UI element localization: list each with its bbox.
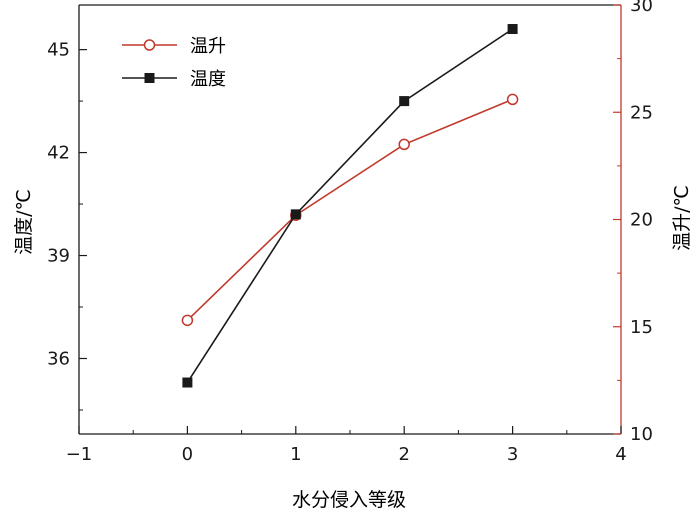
- legend-marker-circle: [143, 39, 156, 51]
- series-line-temperature: [186, 28, 514, 383]
- series-line-temp-rise: [186, 98, 513, 321]
- x-tick-label: −1: [66, 444, 93, 465]
- y-left-tick-label: 39: [47, 246, 70, 267]
- y-right-tick-label: 15: [630, 317, 653, 338]
- data-point-circle: [506, 93, 519, 106]
- y-right-tick-label: 30: [630, 0, 653, 16]
- y-right-tick-label: 10: [630, 424, 653, 445]
- x-tick-label: 1: [290, 444, 301, 465]
- data-point-square: [182, 377, 193, 388]
- x-tick-label: 2: [398, 444, 409, 465]
- y-left-tick-label: 42: [47, 143, 70, 164]
- y-axis-right-label: 温升/℃: [671, 185, 693, 251]
- axes-group: −1 0 1 2 3 4 36 39 42 45 10 15 20 25 30: [47, 0, 653, 465]
- data-point-circle: [181, 314, 194, 327]
- legend-marker-square: [144, 73, 155, 83]
- data-point-square: [290, 209, 301, 220]
- x-tick-label: 3: [507, 444, 518, 465]
- x-axis-label: 水分侵入等级: [292, 489, 406, 511]
- y-left-tick-label: 45: [47, 40, 70, 61]
- data-point-square: [507, 24, 518, 35]
- y-left-tick-label: 36: [47, 348, 70, 369]
- y-right-tick-label: 25: [630, 102, 653, 123]
- legend-label: 温度: [190, 69, 226, 90]
- y-right-tick-label: 20: [630, 210, 653, 231]
- y-axis-left-label: 温度/℃: [13, 189, 35, 255]
- x-tick-label: 0: [182, 444, 193, 465]
- data-point-circle: [398, 138, 410, 151]
- x-tick-label: 4: [615, 444, 626, 465]
- series-group: [181, 24, 519, 388]
- legend-label: 温升: [190, 36, 226, 57]
- data-point-square: [399, 96, 410, 107]
